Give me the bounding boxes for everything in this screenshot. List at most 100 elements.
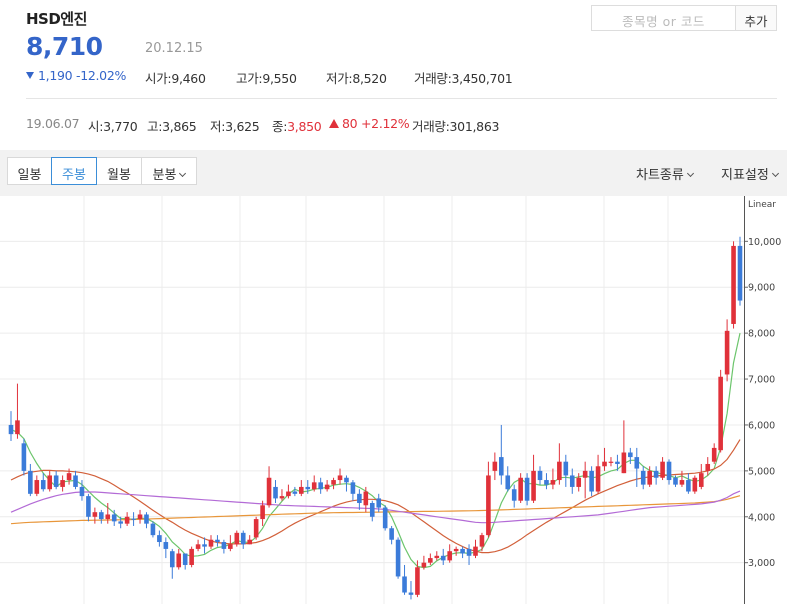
change-percent: -12.02% [75,68,127,83]
chart-type-dropdown[interactable]: 차트종류 [636,164,694,183]
candle-body [679,480,685,485]
y-tick-label: 3,000 [748,558,775,569]
candle-body [344,477,349,483]
chart-canvas[interactable]: 3,000 4,000 5,000 6,000 7,000 8,000 9,000 10,00… [0,196,787,604]
candle-body [473,546,478,556]
current-price: 8,710 [26,32,103,61]
indicator-settings-dropdown[interactable]: 지표설정 [721,164,779,183]
y-tick-label: 4,000 [748,512,775,523]
candle-body [169,551,175,568]
candle-body [492,461,498,471]
candle-body [460,548,465,554]
tab-weekly[interactable]: 주봉 [51,157,97,185]
y-tick-label: 7,000 [748,375,775,386]
candle-body [292,491,298,494]
candle-body [15,420,20,435]
candlestick-chart[interactable]: 3,000 4,000 5,000 6,000 7,000 8,000 9,000 10,00… [0,196,787,604]
candle-body [408,592,414,595]
candle-body [144,514,149,524]
moving-average-line-ma20 [10,439,741,554]
add-button[interactable]: 추가 [735,5,777,31]
candle-body [273,486,278,499]
candle-body [666,461,672,481]
candle-body [279,496,285,499]
candle-body [253,519,259,538]
candle-body [608,461,614,463]
moving-average-line-ma120 [10,490,741,524]
candle-body [395,539,401,577]
candle-body [511,489,517,501]
candle-body [124,516,130,524]
candle-body [524,477,530,501]
candle-body [28,470,33,494]
candle-body [66,473,72,481]
candle-body [311,482,317,490]
candle-body [8,424,14,435]
candle-body [718,376,723,451]
candle-body [428,558,433,563]
candle-body [453,548,459,552]
candle-body [589,470,594,492]
candle-body [305,486,311,490]
high-value: 9,550 [262,71,297,86]
low-stat: 저가:8,520 [326,71,387,86]
candle-body [350,482,356,494]
candle-body [247,539,252,545]
candle-body [331,480,336,485]
candle-body [266,477,272,506]
candle-body [692,477,698,492]
open-value: 9,460 [171,71,206,86]
candle-body [415,567,420,595]
candle-body [647,470,652,485]
candle-body [705,463,711,471]
candle-body [260,505,265,520]
candle-body [673,477,678,485]
candle-body [576,477,582,487]
week-volume: 거래량:301,863 [412,119,500,134]
candle-body [711,447,717,462]
volume-stat: 거래량:3,450,701 [414,71,513,86]
candle-body [150,523,156,536]
candle-body [40,480,46,490]
price-change: 1,190 -12.02% [26,68,126,83]
chevron-down-icon [179,169,187,178]
open-label: 시가 [145,71,168,86]
candle-body [369,503,375,517]
low-label: 저가 [326,71,349,86]
stock-search-input[interactable]: 종목명 or 코드 [591,5,736,31]
candle-body [73,475,78,487]
candle-body [557,461,562,481]
candle-body [176,553,182,568]
candle-body [376,498,382,508]
candle-body [105,514,111,520]
candle-body [202,544,207,547]
divider [26,98,777,99]
candle-body [53,475,59,487]
tab-monthly[interactable]: 월봉 [96,157,142,185]
candle-body [698,473,704,487]
candle-body [434,555,440,559]
candle-body [337,475,343,481]
candle-body [228,544,233,549]
stock-name: HSD엔진 [26,10,87,28]
candle-body [479,535,485,547]
candle-body [324,484,330,490]
tab-daily[interactable]: 일봉 [7,157,52,185]
candle-body [357,493,362,503]
candle-body [686,480,691,492]
week-open: 시:3,770 [88,119,138,134]
candle-body [499,457,504,476]
candle-body [563,461,569,476]
tab-minute[interactable]: 분봉 [141,157,197,185]
candle-body [195,544,201,549]
week-change-value: 80 [342,116,358,131]
candle-body [221,542,227,549]
candle-body [60,480,65,487]
candle-body [595,466,601,492]
candle-body [240,532,246,545]
candle-body [382,507,388,529]
volume-value: 3,450,701 [451,71,513,86]
week-low: 저:3,625 [210,119,260,134]
candle-body [157,535,162,543]
candle-body [569,475,575,487]
